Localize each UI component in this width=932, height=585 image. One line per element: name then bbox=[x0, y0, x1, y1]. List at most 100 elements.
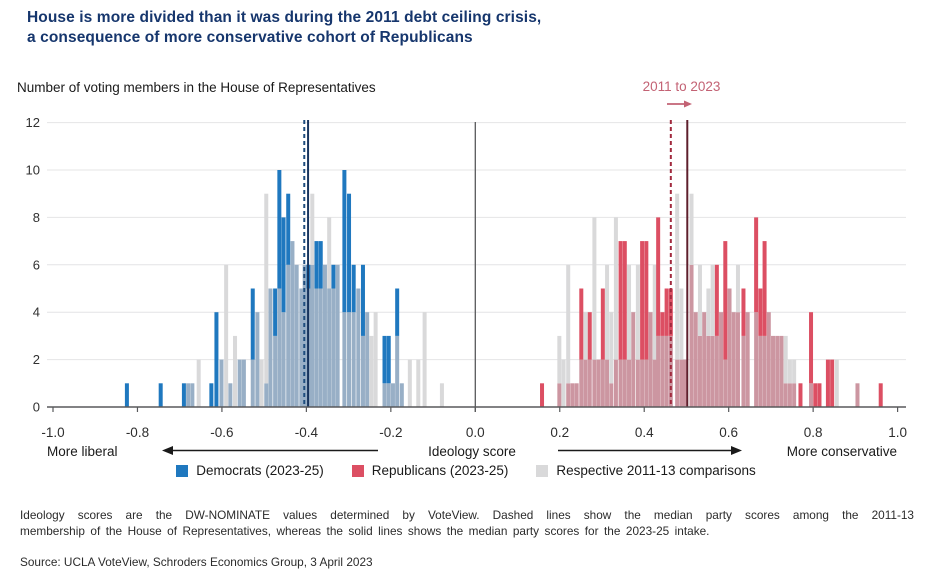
republican-overlap-bar bbox=[656, 335, 661, 407]
comparison-bar bbox=[697, 264, 702, 336]
democrat-overlap-bar bbox=[386, 383, 391, 407]
democrat-bar bbox=[286, 193, 291, 265]
democrat-bar bbox=[273, 288, 278, 336]
comparison-bar bbox=[439, 383, 444, 407]
republican-overlap-bar bbox=[727, 288, 732, 407]
democrat-overlap-bar bbox=[277, 288, 282, 407]
republican-overlap-bar bbox=[640, 359, 645, 407]
republican-overlap-bar bbox=[631, 312, 636, 407]
republican-overlap-bar bbox=[809, 383, 814, 407]
republican-bar bbox=[540, 383, 545, 407]
democrat-overlap-bar bbox=[310, 264, 315, 407]
republican-overlap-bar bbox=[613, 359, 618, 407]
republican-overlap-bar bbox=[719, 312, 724, 407]
republican-overlap-bar bbox=[583, 359, 588, 407]
democrat-overlap-bar bbox=[286, 264, 291, 407]
republican-bar bbox=[878, 383, 883, 407]
democrat-overlap-bar bbox=[314, 288, 319, 407]
median-shift-annotation: 2011 to 2023 bbox=[609, 79, 754, 94]
republican-overlap-bar bbox=[682, 359, 687, 407]
democrat-bar bbox=[281, 217, 286, 313]
republican-overlap-bar bbox=[566, 383, 571, 407]
comparison-bar bbox=[635, 264, 640, 360]
comparison-bar bbox=[264, 193, 269, 384]
chart-title: House is more divided than it was during… bbox=[27, 8, 541, 47]
republican-overlap-bar bbox=[783, 383, 788, 407]
republican-bar bbox=[660, 312, 665, 336]
comparison-bar bbox=[783, 335, 788, 384]
comparison-bar bbox=[834, 359, 839, 407]
republican-overlap-bar bbox=[587, 359, 592, 407]
republican-overlap-bar bbox=[592, 359, 597, 407]
comparison-bar bbox=[710, 264, 715, 336]
comparison-bar bbox=[787, 359, 792, 384]
republican-bar bbox=[754, 217, 759, 313]
republican-overlap-bar bbox=[758, 335, 763, 407]
comparison-bar bbox=[422, 312, 427, 407]
comparison-swatch-icon bbox=[536, 464, 549, 477]
legend-label-democrats: Democrats (2023-25) bbox=[196, 463, 324, 478]
republican-overlap-bar bbox=[570, 383, 575, 407]
democrat-overlap-bar bbox=[347, 312, 352, 407]
republican-overlap-bar bbox=[779, 335, 784, 407]
republican-overlap-bar bbox=[706, 335, 711, 407]
democrat-overlap-bar bbox=[241, 359, 246, 407]
republican-bar bbox=[813, 383, 818, 407]
republican-overlap-bar bbox=[710, 335, 715, 407]
x-tick-label: 0.4 bbox=[635, 425, 654, 440]
comparison-bar bbox=[373, 312, 378, 407]
legend-label-republicans: Republicans (2023-25) bbox=[371, 463, 509, 478]
comparison-bar bbox=[592, 217, 597, 360]
x-tick-label: -0.6 bbox=[210, 425, 233, 440]
republican-bar bbox=[825, 359, 830, 407]
comparison-bar bbox=[792, 359, 797, 384]
democrat-overlap-bar bbox=[294, 264, 299, 407]
republican-bar bbox=[618, 241, 623, 360]
democrat-overlap-bar bbox=[335, 264, 340, 407]
x-tick-label: 0.8 bbox=[804, 425, 823, 440]
republican-bar bbox=[600, 288, 605, 360]
republican-overlap-bar bbox=[754, 312, 759, 407]
republican-overlap-bar bbox=[675, 359, 680, 407]
republican-overlap-bar bbox=[609, 383, 614, 407]
comparison-bar bbox=[557, 335, 562, 384]
left-arrow-icon bbox=[162, 446, 173, 455]
democrat-overlap-bar bbox=[360, 335, 365, 407]
democrat-overlap-bar bbox=[299, 288, 304, 407]
x-tick-label: 0.0 bbox=[466, 425, 485, 440]
democrat-overlap-bar bbox=[331, 288, 336, 407]
democrat-overlap-bar bbox=[228, 383, 233, 407]
comparison-bar bbox=[407, 359, 412, 407]
republican-overlap-bar bbox=[766, 312, 771, 407]
comparison-bar bbox=[224, 264, 229, 407]
democrat-bar bbox=[382, 335, 387, 384]
democrat-overlap-bar bbox=[264, 383, 269, 407]
democrat-overlap-bar bbox=[255, 312, 260, 407]
x-tick-label: 1.0 bbox=[888, 425, 907, 440]
republican-overlap-bar bbox=[792, 383, 797, 407]
republican-bar bbox=[656, 217, 661, 336]
axis-unit-label: Number of voting members in the House of… bbox=[17, 80, 376, 95]
comparison-bar bbox=[561, 359, 566, 407]
y-tick-label: 4 bbox=[33, 305, 40, 320]
democrat-bar bbox=[347, 193, 352, 313]
republican-overlap-bar bbox=[644, 359, 649, 407]
republican-overlap-bar bbox=[627, 359, 632, 407]
democrat-overlap-bar bbox=[250, 359, 255, 407]
footnote: Ideology scores are the DW-NOMINATE valu… bbox=[20, 508, 914, 539]
legend-label-comparison: Respective 2011-13 comparisons bbox=[556, 463, 756, 478]
source-line: Source: UCLA VoteView, Schroders Economi… bbox=[20, 555, 373, 569]
republican-overlap-bar bbox=[855, 383, 860, 407]
x-tick-label: 0.2 bbox=[550, 425, 569, 440]
republican-overlap-bar bbox=[679, 359, 684, 407]
republican-overlap-bar bbox=[731, 312, 736, 407]
republican-overlap-bar bbox=[596, 359, 601, 407]
comparison-bar bbox=[689, 193, 694, 265]
democrat-bar bbox=[342, 170, 347, 313]
democrat-overlap-bar bbox=[186, 383, 191, 407]
republican-bar bbox=[587, 312, 592, 360]
republican-bar bbox=[830, 359, 835, 407]
comparison-bar bbox=[196, 359, 201, 407]
democrat-bar bbox=[277, 170, 282, 289]
republican-overlap-bar bbox=[702, 312, 707, 407]
